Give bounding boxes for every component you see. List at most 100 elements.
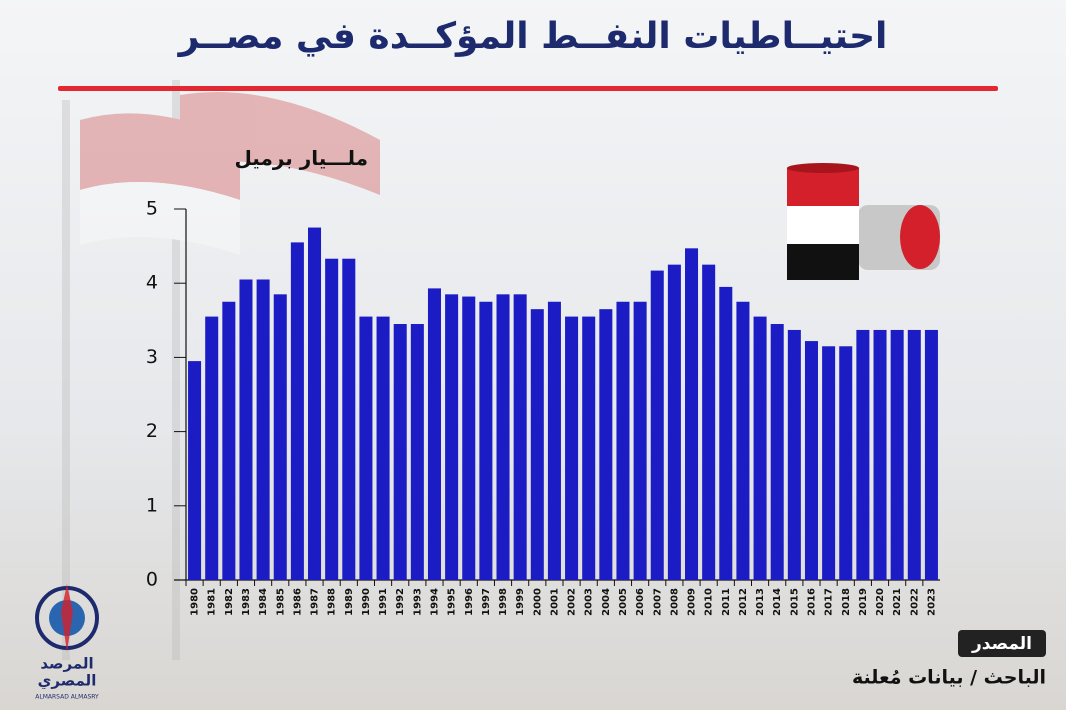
x-tick-label: 2021 bbox=[892, 588, 903, 616]
bar bbox=[256, 279, 270, 580]
bar bbox=[222, 301, 236, 580]
x-tick-label: 1991 bbox=[378, 588, 389, 616]
bar bbox=[770, 324, 784, 580]
x-tick-label: 2019 bbox=[858, 588, 869, 616]
bar bbox=[822, 346, 836, 580]
y-tick-label: 4 bbox=[146, 272, 158, 294]
bar bbox=[445, 294, 459, 580]
logo bbox=[35, 584, 99, 652]
bar bbox=[804, 341, 818, 580]
chart-title: احتيــاطيات النفــط المؤكــدة في مصــر bbox=[177, 16, 888, 57]
bar bbox=[650, 270, 664, 580]
bar bbox=[205, 316, 219, 580]
bar bbox=[890, 329, 904, 580]
bar bbox=[530, 309, 544, 580]
bar bbox=[873, 329, 887, 580]
bar bbox=[856, 329, 870, 580]
y-tick-label: 0 bbox=[146, 569, 158, 591]
bar bbox=[496, 294, 510, 580]
barrels-icon bbox=[787, 163, 940, 280]
x-tick-label: 2020 bbox=[875, 588, 886, 616]
bar bbox=[239, 279, 253, 580]
plot-area: 0 1 2 3 4 5 1980 1981 1982 1983 1984 1985 1986 1987 19… bbox=[146, 198, 940, 616]
x-tick-label: 1997 bbox=[481, 588, 492, 616]
x-tick-label: 2007 bbox=[652, 588, 663, 616]
bar bbox=[599, 309, 613, 580]
x-tick-label: 2006 bbox=[635, 588, 646, 616]
x-tick-label: 1984 bbox=[258, 588, 269, 616]
x-tick-label: 2014 bbox=[772, 588, 783, 616]
bar bbox=[393, 324, 407, 580]
x-tick-label: 1996 bbox=[464, 588, 475, 616]
x-tick-label: 2004 bbox=[601, 588, 612, 616]
x-tick-label: 2013 bbox=[755, 588, 766, 616]
bar bbox=[325, 258, 339, 580]
x-tick-label: 2011 bbox=[721, 588, 732, 616]
x-tick-label: 2000 bbox=[532, 588, 543, 616]
x-tick-label: 2008 bbox=[669, 588, 680, 616]
bar bbox=[633, 301, 647, 580]
bar bbox=[924, 329, 938, 580]
x-tick-label: 1982 bbox=[224, 588, 235, 616]
bar bbox=[513, 294, 527, 580]
logo-name: المرصد bbox=[40, 655, 93, 673]
logo-name: المصري bbox=[38, 672, 97, 691]
bar bbox=[565, 316, 579, 580]
x-tick-label: 1985 bbox=[275, 588, 286, 616]
bar bbox=[787, 329, 801, 580]
bar bbox=[359, 316, 373, 580]
bar bbox=[273, 294, 287, 580]
x-tick-label: 2016 bbox=[806, 588, 817, 616]
bar bbox=[582, 316, 596, 580]
logo-latin: ALMARSAD ALMASRY bbox=[35, 694, 99, 701]
x-tick-label: 1993 bbox=[412, 588, 423, 616]
bar bbox=[342, 258, 356, 580]
x-tick-label: 1990 bbox=[361, 588, 372, 616]
x-tick-label: 2002 bbox=[567, 588, 578, 616]
x-tick-label: 1992 bbox=[395, 588, 406, 616]
x-tick-label: 2001 bbox=[549, 588, 560, 616]
x-tick-label: 2005 bbox=[618, 588, 629, 616]
x-tick-label: 1998 bbox=[498, 588, 509, 616]
bar bbox=[376, 316, 390, 580]
bar bbox=[667, 264, 681, 580]
bar bbox=[719, 286, 733, 580]
x-tick-label: 2012 bbox=[738, 588, 749, 616]
y-tick-label: 3 bbox=[146, 346, 158, 368]
source-label: المصدر bbox=[971, 634, 1032, 654]
x-tick-label: 2009 bbox=[687, 588, 698, 616]
x-tick-label: 2022 bbox=[909, 588, 920, 616]
bar bbox=[188, 361, 202, 580]
x-tick-label: 2017 bbox=[824, 588, 835, 616]
bar bbox=[839, 346, 853, 580]
x-tick-label: 1999 bbox=[515, 588, 526, 616]
bar bbox=[410, 324, 424, 580]
bar bbox=[479, 301, 493, 580]
bar bbox=[308, 227, 322, 581]
x-tick-label: 1988 bbox=[327, 588, 338, 616]
source-label-box bbox=[958, 630, 1046, 657]
bar bbox=[427, 288, 441, 580]
x-tick-label: 1995 bbox=[447, 588, 458, 616]
x-tick-label: 1983 bbox=[241, 588, 252, 616]
x-tick-label: 2015 bbox=[789, 588, 800, 616]
x-tick-label: 2003 bbox=[584, 588, 595, 616]
x-tick-label: 2023 bbox=[926, 588, 937, 616]
x-tick-label: 1994 bbox=[429, 588, 440, 616]
x-tick-label: 1981 bbox=[207, 588, 218, 616]
bar bbox=[702, 264, 716, 580]
x-tick-label: 2018 bbox=[841, 588, 852, 616]
x-tick-label: 2010 bbox=[704, 588, 715, 616]
x-tick-label: 1986 bbox=[292, 588, 303, 616]
y-tick-label: 5 bbox=[146, 198, 158, 220]
y-tick-label: 1 bbox=[146, 494, 158, 516]
y-axis-label: ملـــيار برميل bbox=[234, 146, 368, 170]
bar bbox=[616, 301, 630, 580]
bar bbox=[685, 248, 699, 581]
source-text: الباحث / بيانات مُعلنة bbox=[852, 667, 1046, 689]
bar bbox=[753, 316, 767, 580]
y-tick-label: 2 bbox=[146, 420, 158, 442]
x-tick-label: 1989 bbox=[344, 588, 355, 616]
title-rule bbox=[58, 86, 998, 91]
